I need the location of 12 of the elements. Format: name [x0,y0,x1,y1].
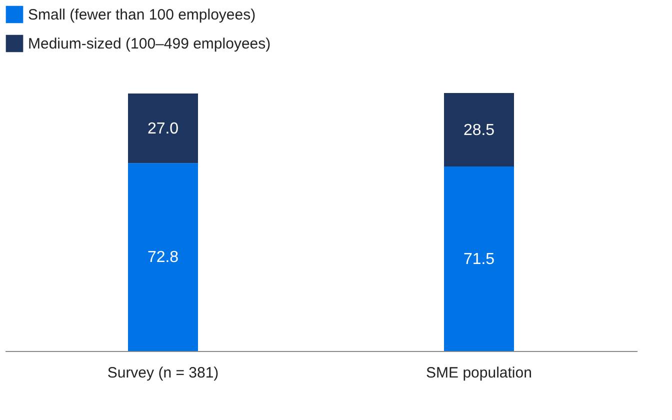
bar [128,163,198,351]
data-label: 71.5 [463,250,495,268]
legend-label: Small (fewer than 100 employees) [28,6,256,24]
legend-label: Medium-sized (100–499 employees) [28,36,271,52]
bar [444,93,514,167]
x-tick-label: Survey (n = 381) [107,364,219,382]
data-label: 28.5 [463,122,495,139]
bar [444,166,514,351]
bar [128,94,198,164]
x-tick-label: SME population [426,364,532,382]
data-label: 27.0 [147,120,179,138]
data-label: 72.8 [147,249,179,266]
